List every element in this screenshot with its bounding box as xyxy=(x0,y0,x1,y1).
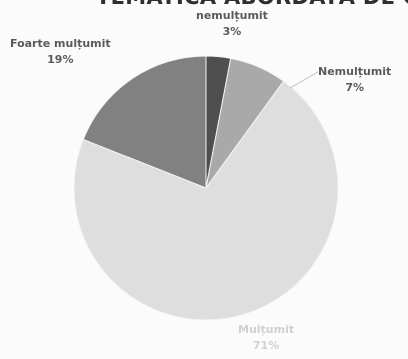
slice-label-value: 71% xyxy=(252,339,280,352)
slice-label-value: 3% xyxy=(222,25,242,38)
slice-label-text: Foarte mulțumit xyxy=(10,37,111,50)
leader-line xyxy=(289,71,319,89)
chart-title: TEMATICA ABORDATĂ DE CURSURI xyxy=(96,0,408,9)
slice-label-nemultumit-3: nemulțumit 3% xyxy=(196,8,268,40)
slice-label-value: 7% xyxy=(345,81,364,94)
pie-slice-2 xyxy=(73,80,339,321)
slice-label-foarte-multumit: Foarte mulțumit 19% xyxy=(10,36,111,68)
slice-label-text: nemulțumit xyxy=(196,9,268,22)
slice-label-nemultumit-7: Nemulțumit 7% xyxy=(318,64,391,96)
pie-slice-3 xyxy=(82,55,207,189)
slice-label-text: Mulțumit xyxy=(238,323,295,336)
slice-label-value: 19% xyxy=(47,53,74,66)
slice-label-text: Nemulțumit xyxy=(318,65,392,78)
slice-label-multumit: Mulțumit 71% xyxy=(238,322,294,354)
